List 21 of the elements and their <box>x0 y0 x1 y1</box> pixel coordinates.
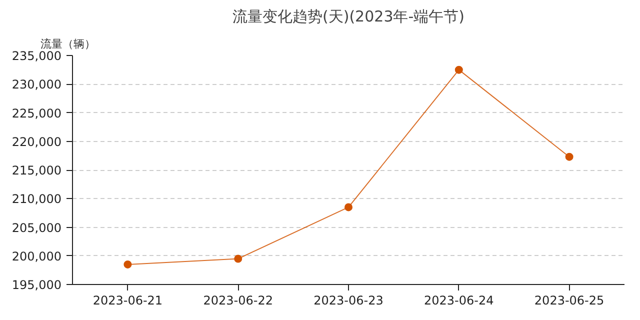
x-tick-label: 2023-06-23 <box>314 294 384 308</box>
x-tick-label: 2023-06-22 <box>203 294 273 308</box>
y-axis-title: 流量（辆） <box>40 38 96 50</box>
y-tick-label: 220,000 <box>12 134 62 149</box>
y-tick-label: 205,000 <box>12 220 62 235</box>
x-tick-label: 2023-06-21 <box>92 294 163 308</box>
point <box>124 260 132 268</box>
y-tick-label: 210,000 <box>12 192 62 206</box>
y-tick-label: 230,000 <box>12 78 62 92</box>
point <box>454 66 463 74</box>
x-tick-label: 2023-06-25 <box>534 294 604 308</box>
y-tick-label: 195,000 <box>12 278 62 292</box>
point <box>344 203 352 212</box>
point <box>565 152 574 161</box>
chart-title: 流量变化趋势(天)(2023年-端午节) <box>232 8 465 26</box>
y-tick-label: 235,000 <box>12 49 62 63</box>
y-tick-label: 225,000 <box>12 106 62 120</box>
y-tick-label: 200,000 <box>12 249 62 264</box>
y-tick-label: 215,000 <box>12 164 62 178</box>
x-tick-label: 2023-06-24 <box>424 294 494 308</box>
point <box>234 254 242 263</box>
